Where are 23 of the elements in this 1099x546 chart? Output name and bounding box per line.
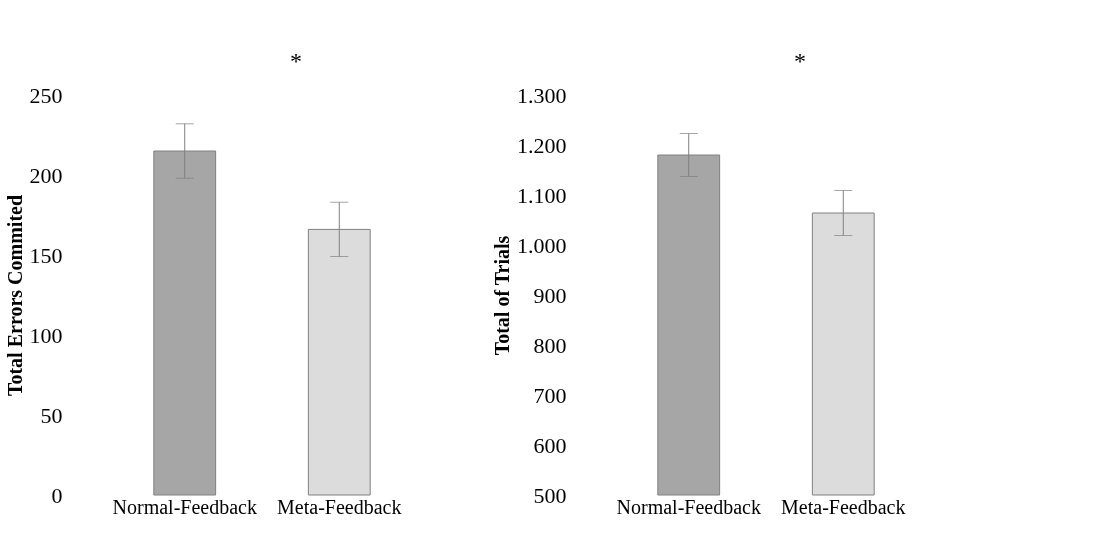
y-tick-label: 0 <box>51 482 63 508</box>
y-tick-label: 1.000 <box>517 232 567 258</box>
y-tick-label: 50 <box>40 402 63 428</box>
y-tick-label: 200 <box>29 162 63 188</box>
y-tick-label: 250 <box>29 82 63 108</box>
x-tick-label: Meta-Feedback <box>277 495 402 518</box>
y-tick-label: 700 <box>533 382 567 408</box>
y-tick-label: 100 <box>29 322 63 348</box>
y-axis-title: Total Errors Commited <box>3 194 26 397</box>
y-axis-title: Total of Trials <box>491 235 513 356</box>
y-tick-label: 900 <box>533 282 567 308</box>
x-tick-label: Normal-Feedback <box>112 495 257 518</box>
y-tick-label: 600 <box>533 432 567 458</box>
y-tick-label: 1.300 <box>517 82 567 108</box>
text: * <box>290 48 302 74</box>
y-tick-label: 500 <box>533 482 567 508</box>
y-tick-label: 1.100 <box>517 182 567 208</box>
y-tick-label: 1.200 <box>517 132 567 158</box>
y-tick-label: 800 <box>533 332 567 358</box>
text: * <box>794 48 806 74</box>
x-tick-label: Meta-Feedback <box>781 495 906 518</box>
x-tick-label: Normal-Feedback <box>616 495 761 518</box>
y-tick-label: 150 <box>29 242 63 268</box>
